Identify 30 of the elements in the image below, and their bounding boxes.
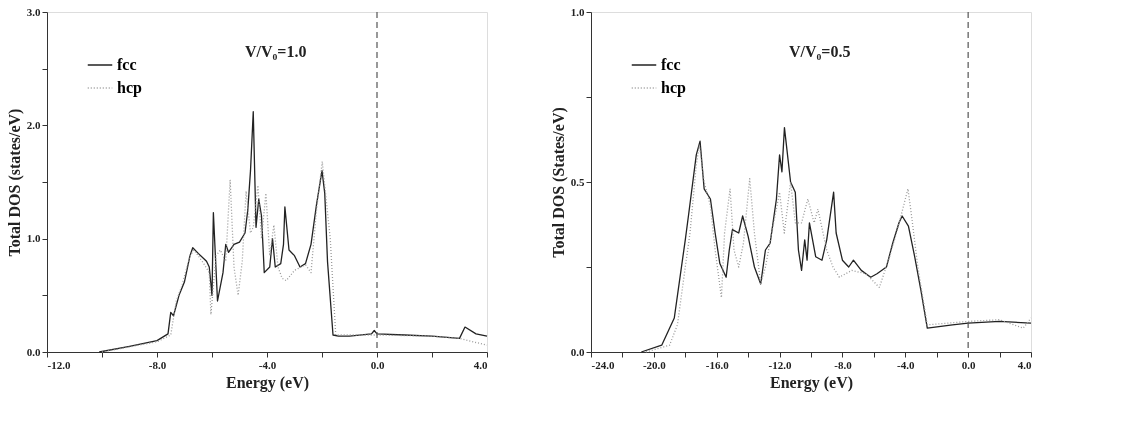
x-tick-label: 4.0 bbox=[1017, 358, 1032, 371]
y-tick-label: 1.0 bbox=[570, 5, 585, 18]
y-axis-title: Total DOS (States/eV) bbox=[549, 107, 568, 258]
x-tick-label: 0.0 bbox=[370, 358, 385, 371]
y-tick-label: 0.0 bbox=[26, 345, 41, 358]
legend-label: fcc bbox=[661, 56, 681, 73]
y-tick-label: 0.0 bbox=[570, 345, 585, 358]
x-tick-label: -8.0 bbox=[148, 358, 167, 371]
legend-label: hcp bbox=[661, 79, 686, 97]
x-tick-label: -20.0 bbox=[642, 358, 667, 371]
x-tick-label: -16.0 bbox=[705, 358, 730, 371]
y-tick-label: 3.0 bbox=[26, 5, 41, 18]
x-axis-title: Energy (eV) bbox=[225, 373, 310, 392]
y-tick-label: 1.0 bbox=[26, 232, 41, 245]
x-tick-label: -4.0 bbox=[897, 358, 915, 371]
y-tick-label: 2.0 bbox=[26, 118, 41, 131]
annotation: V/V₀=0.5 bbox=[789, 43, 851, 60]
legend-label: hcp bbox=[117, 79, 142, 97]
x-tick-label: 4.0 bbox=[473, 358, 488, 371]
annotation: V/V₀=1.0 bbox=[245, 43, 307, 60]
x-tick-label: -8.0 bbox=[834, 358, 853, 371]
y-tick-label: 0.5 bbox=[570, 175, 585, 188]
x-axis-title: Energy (eV) bbox=[769, 373, 854, 392]
x-tick-label: -24.0 bbox=[591, 358, 615, 371]
y-axis-title: Total DOS (states/eV) bbox=[5, 108, 24, 257]
x-tick-label: -4.0 bbox=[258, 358, 277, 371]
legend-label: fcc bbox=[117, 56, 137, 73]
x-tick-label: 0.0 bbox=[961, 358, 977, 371]
x-tick-label: -12.0 bbox=[768, 358, 793, 371]
x-tick-label: -12.0 bbox=[47, 358, 71, 371]
